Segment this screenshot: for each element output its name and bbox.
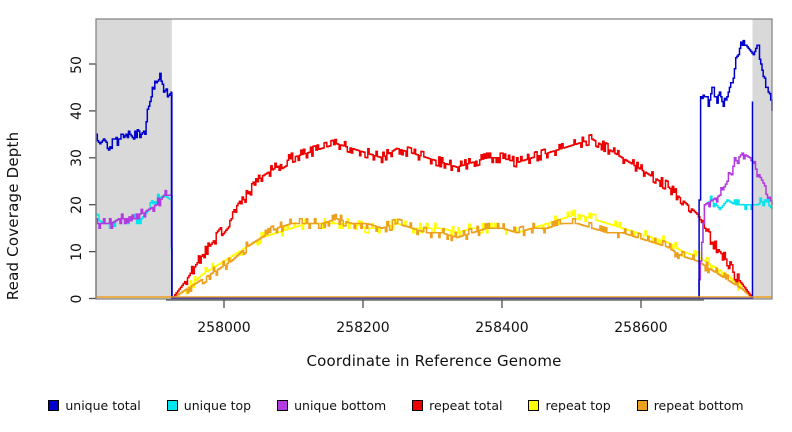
legend-label: unique total <box>65 398 141 413</box>
series-layer <box>96 39 773 300</box>
y-tick-label-10: 10 <box>69 243 85 261</box>
y-tick-label-30: 30 <box>69 149 85 167</box>
legend-entry-unique-total[interactable]: unique total <box>48 398 141 413</box>
legend-label: repeat bottom <box>653 398 744 413</box>
x-tick-label-258400: 258400 <box>475 320 529 336</box>
y-tick-label-50: 50 <box>69 56 85 74</box>
shaded-regions <box>96 19 772 299</box>
legend-swatch-icon <box>528 400 540 411</box>
shaded-region-left <box>96 19 172 299</box>
legend-swatch-icon <box>412 400 424 411</box>
x-axis-title: Coordinate in Reference Genome <box>306 352 562 370</box>
legend-swatch-icon <box>166 400 178 411</box>
legend-swatch-icon <box>636 400 648 411</box>
legend-label: unique bottom <box>294 398 387 413</box>
series-unique-total <box>96 39 773 300</box>
series-repeat-top <box>171 209 754 300</box>
legend-entry-unique-top[interactable]: unique top <box>166 398 252 413</box>
legend-label: repeat total <box>429 398 503 413</box>
legend-swatch-icon <box>277 400 289 411</box>
series-repeat-bottom <box>171 213 754 300</box>
legend-entry-unique-bottom[interactable]: unique bottom <box>277 398 386 413</box>
shaded-region-right <box>752 19 772 299</box>
legend-entry-repeat-total[interactable]: repeat total <box>412 398 502 413</box>
series-unique-top <box>96 193 773 300</box>
y-tick-label-0: 0 <box>69 294 85 304</box>
y-axis-title: Read Coverage Depth <box>4 131 22 301</box>
series-repeat-total <box>171 134 754 300</box>
legend-entry-repeat-top[interactable]: repeat top <box>528 398 611 413</box>
x-tick-label-258200: 258200 <box>336 320 390 336</box>
series-unique-bottom <box>96 152 773 300</box>
y-tick-label-40: 40 <box>69 102 85 120</box>
chart-legend: unique total unique top unique bottom repea… <box>0 398 792 413</box>
legend-label: repeat top <box>545 398 611 413</box>
axis-ticks <box>89 63 704 308</box>
x-tick-label-258600: 258600 <box>614 320 668 336</box>
legend-swatch-icon <box>48 400 60 411</box>
legend-label: unique top <box>183 398 252 413</box>
y-tick-label-20: 20 <box>69 196 85 214</box>
legend-entry-repeat-bottom[interactable]: repeat bottom <box>636 398 744 413</box>
x-tick-label-258000: 258000 <box>197 320 251 336</box>
plot-frame <box>95 18 773 300</box>
